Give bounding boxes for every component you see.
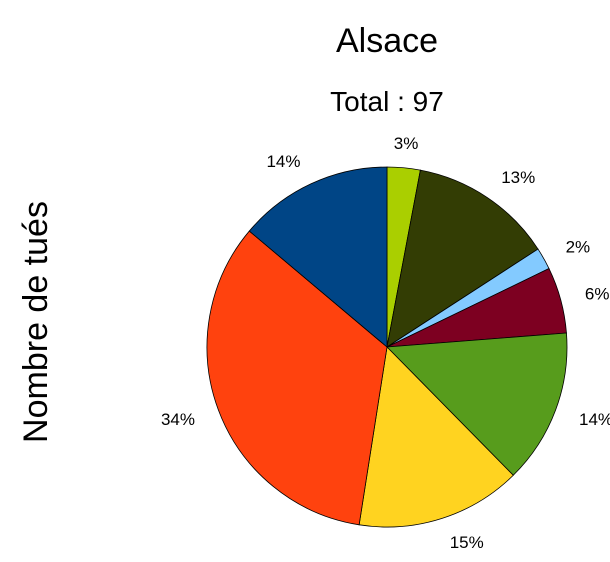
pie-slice-6 [206,230,388,526]
pie-slice-1 [386,169,539,348]
pie-slice-7 [248,166,388,348]
pie-slice-4 [386,332,568,476]
slice-label-0: 3% [394,134,419,153]
slice-label-5: 15% [450,533,484,552]
slice-label-6: 34% [161,410,195,429]
pie-slices [206,166,568,528]
chart-title: Alsace [336,22,438,60]
pie-labels: 3% 13% 2% 6% 14% 15% 34% 14% [161,134,610,552]
slice-label-7: 14% [266,152,300,171]
slice-label-4: 14% [579,410,610,429]
slice-label-1: 13% [501,168,535,187]
slice-label-3: 6% [585,284,610,303]
chart-subtitle: Total : 97 [330,86,444,117]
slice-label-2: 2% [566,237,591,256]
y-axis-label: Nombre de tués [17,201,55,443]
pie-slice-5 [358,346,514,528]
